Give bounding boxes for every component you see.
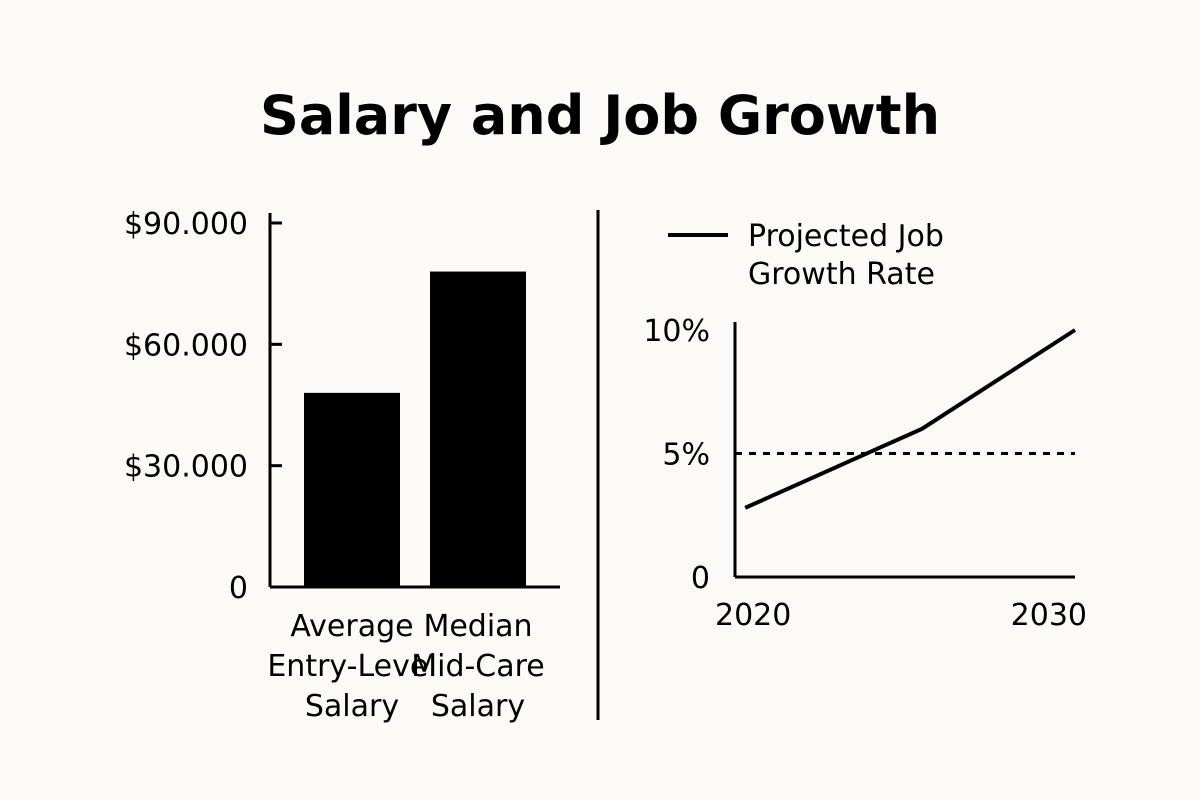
bar [304,392,400,587]
legend-label: Growth Rate [748,257,935,292]
line-x-tick-label: 2020 [715,598,791,633]
legend-label: Projected Job [748,219,944,254]
bar-category-label: Median [423,609,532,644]
bar-category-label: Average [290,609,413,644]
bar-category-label: Entry-Level [267,649,436,684]
line-y-tick-label: 10% [643,314,710,349]
line-y-tick-label: 0 [691,561,710,596]
bar-chart-panel: 0 $30.000 $60.000 $90.000 Average Entry-Level… [124,207,560,724]
bar-category-label: Mid-Care [411,649,545,684]
bar-y-tick-label: $60.000 [124,328,248,363]
bar-y-tick-label: $30.000 [124,450,248,485]
bar-category-label: Salary [305,689,399,724]
line-y-tick-label: 5% [662,438,710,473]
bar [430,271,526,587]
bar-category-label: Salary [431,689,525,724]
bar-y-tick-label: 0 [229,571,248,606]
chart-title: Salary and Job Growth [260,84,940,147]
bar-y-tick-label: $90.000 [124,207,248,242]
line-x-tick-label: 2030 [1011,598,1087,633]
series-line [744,328,1077,510]
